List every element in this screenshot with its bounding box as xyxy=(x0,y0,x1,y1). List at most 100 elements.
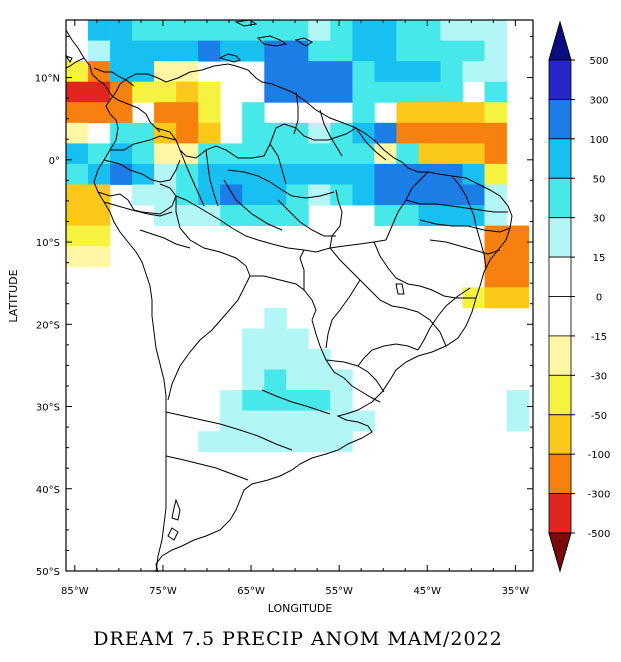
plot-frame xyxy=(65,19,534,572)
anomaly-cell xyxy=(286,143,309,165)
anomaly-cell xyxy=(110,102,133,124)
anomaly-cell xyxy=(220,410,243,432)
anomaly-cell xyxy=(330,163,353,185)
anomaly-cell xyxy=(66,102,89,124)
anomaly-cell xyxy=(396,122,419,144)
anomaly-cell xyxy=(418,184,441,206)
anomaly-cell xyxy=(286,390,309,412)
anomaly-cell xyxy=(176,163,199,185)
colorbar-label: -300 xyxy=(588,490,611,501)
anomaly-cell xyxy=(242,184,265,206)
anomaly-cell xyxy=(176,20,199,41)
anomaly-cell xyxy=(506,266,529,288)
colorbar-bin xyxy=(548,453,572,495)
anomaly-cell xyxy=(352,20,375,41)
anomaly-cell xyxy=(88,163,111,185)
anomaly-cell xyxy=(396,61,419,83)
anomaly-cell xyxy=(176,61,199,83)
anomaly-cell xyxy=(242,410,265,432)
anomaly-cell xyxy=(418,163,441,185)
anomaly-cell xyxy=(484,102,507,124)
anomaly-cell xyxy=(374,143,397,165)
anomaly-cell xyxy=(264,307,287,329)
lon-tick-label: 75°W xyxy=(149,586,177,597)
anomaly-cell xyxy=(330,122,353,144)
anomaly-cell xyxy=(286,61,309,83)
anomaly-cell xyxy=(264,122,287,144)
anomaly-cell xyxy=(66,205,89,226)
anomaly-cell xyxy=(484,40,507,62)
anomaly-cell xyxy=(396,81,419,103)
anomaly-cell xyxy=(308,122,331,144)
colorbar-label: -15 xyxy=(591,332,607,343)
anomaly-cell xyxy=(308,81,331,103)
anomaly-cell xyxy=(440,184,463,206)
anomaly-cell xyxy=(308,184,331,206)
anomaly-cell xyxy=(484,205,507,226)
anomaly-cell xyxy=(330,369,353,391)
anomaly-cell xyxy=(396,143,419,165)
anomaly-cell xyxy=(462,20,485,41)
anomaly-cell xyxy=(220,390,243,412)
anomaly-cell xyxy=(132,122,155,144)
anomaly-cell xyxy=(264,390,287,412)
anomaly-cell xyxy=(396,40,419,62)
anomaly-cell xyxy=(286,163,309,185)
lat-tick-label: 40°S xyxy=(36,485,60,496)
anomaly-cell xyxy=(330,143,353,165)
anomaly-cell xyxy=(176,40,199,62)
anomaly-cell xyxy=(418,20,441,41)
anomaly-cell xyxy=(286,184,309,206)
colorbar-bin xyxy=(548,256,572,297)
anomaly-cell xyxy=(374,40,397,62)
colorbar-label: 300 xyxy=(589,95,608,106)
colorbar-bin xyxy=(548,374,572,416)
lon-tick-label: 35°W xyxy=(502,586,530,597)
anomaly-cell xyxy=(176,205,199,226)
anomaly-cell xyxy=(242,390,265,412)
anomaly-cell xyxy=(264,369,287,391)
anomaly-cell xyxy=(330,390,353,412)
anomaly-cell xyxy=(88,246,111,268)
anomaly-cell xyxy=(462,122,485,144)
anomaly-cell xyxy=(66,122,89,144)
anomaly-cell xyxy=(330,20,353,41)
anomaly-cell xyxy=(330,61,353,83)
anomaly-cell xyxy=(330,40,353,62)
anomaly-cell xyxy=(396,184,419,206)
anomaly-cell xyxy=(352,61,375,83)
anomaly-cell xyxy=(242,122,265,144)
anomaly-cell xyxy=(352,122,375,144)
anomaly-cell xyxy=(418,122,441,144)
anomaly-cell xyxy=(352,184,375,206)
lon-tick-label: 85°W xyxy=(61,586,89,597)
anomaly-cell xyxy=(154,40,177,62)
anomaly-cell xyxy=(330,81,353,103)
anomaly-cell xyxy=(154,61,177,83)
anomaly-cell xyxy=(286,205,309,226)
lat-tick-label: 10°N xyxy=(35,74,60,85)
lon-tick-label: 55°W xyxy=(325,586,353,597)
anomaly-cell xyxy=(440,40,463,62)
anomaly-cell xyxy=(154,122,177,144)
anomaly-cell xyxy=(66,81,89,103)
anomaly-cell xyxy=(220,20,243,41)
anomaly-cell xyxy=(88,205,111,226)
lat-tick-label: 0° xyxy=(49,156,60,167)
anomaly-cell xyxy=(264,163,287,185)
anomaly-cell xyxy=(242,349,265,370)
anomaly-cell xyxy=(220,163,243,185)
anomaly-cell xyxy=(88,61,111,83)
colorbar-bin xyxy=(548,99,572,140)
colorbar-label: -50 xyxy=(591,411,607,422)
anomaly-cell xyxy=(176,102,199,124)
colorbar-label: 0 xyxy=(596,293,602,304)
anomaly-cell xyxy=(484,20,507,41)
anomaly-cell xyxy=(418,143,441,165)
anomaly-cell xyxy=(440,61,463,83)
anomaly-cell xyxy=(418,102,441,124)
anomaly-cell xyxy=(198,102,221,124)
anomaly-cell xyxy=(308,61,331,83)
anomaly-cell xyxy=(110,163,133,185)
anomaly-cell xyxy=(154,102,177,124)
